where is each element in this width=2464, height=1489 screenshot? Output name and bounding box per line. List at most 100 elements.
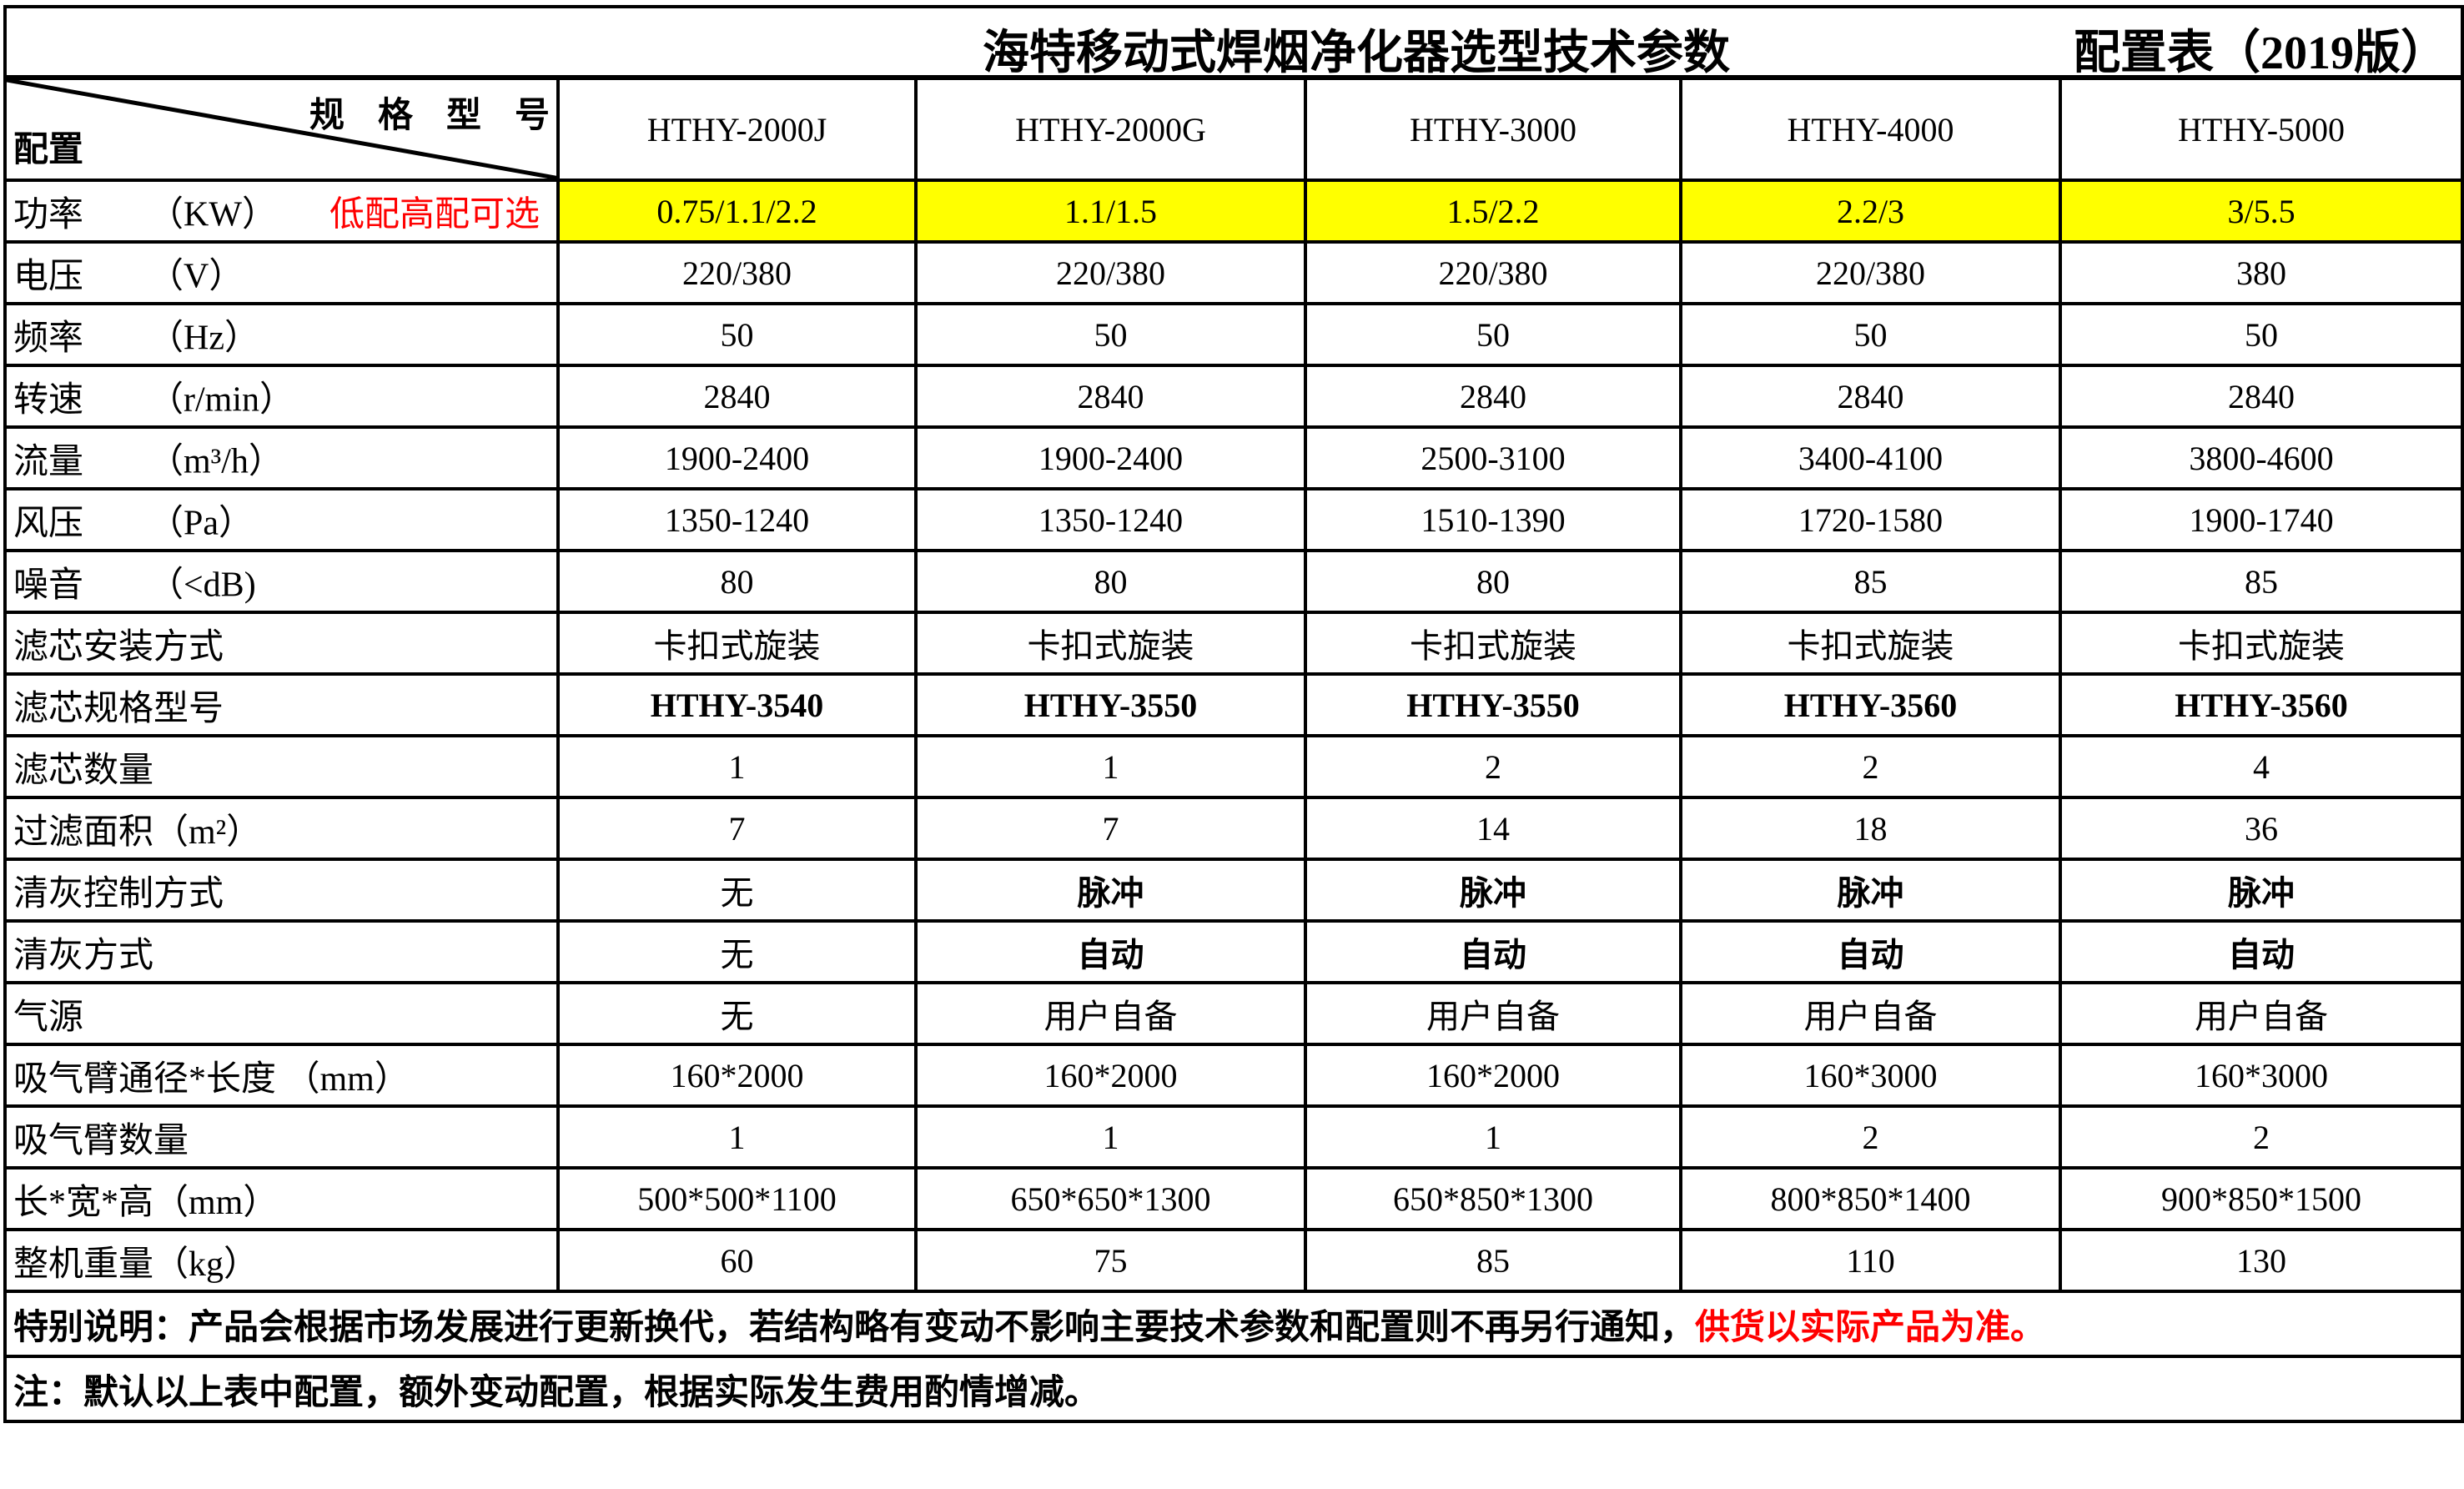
row-label: 电压 <box>13 257 84 296</box>
table-cell: 650*850*1300 <box>1304 1166 1682 1231</box>
table-cell: 650*650*1300 <box>914 1166 1307 1231</box>
table-cell: 用户自备 <box>1304 981 1682 1046</box>
table-cell: 1.5/2.2 <box>1304 179 1682 244</box>
table-cell: 160*3000 <box>2058 1043 2464 1108</box>
table-cell: 1 <box>556 734 918 799</box>
table-row: 清灰控制方式无脉冲 脉冲 脉冲 脉冲 <box>3 858 2464 923</box>
table-cell: 50 <box>556 302 918 367</box>
row-label-cell: 吸气臂通径*长度 （mm） <box>3 1043 560 1108</box>
model-header: HTHY-3000 <box>1304 76 1682 182</box>
table-row: 噪音 （<dB) 80 80 80 85 85 <box>3 549 2464 614</box>
table-cell: 自动 <box>914 919 1307 984</box>
row-label: 吸气臂数量 <box>13 1121 189 1160</box>
table-row: 滤芯规格型号 HTHY-3540 HTHY-3550 HTHY-3550 HTHY-35… <box>3 672 2464 737</box>
table-cell: 2 <box>1304 734 1682 799</box>
model-header: HTHY-2000G <box>914 76 1307 182</box>
table-cell: 1 <box>914 1104 1307 1170</box>
table-row: 整机重量（kg） 60 75 85 110 130 <box>3 1228 2464 1293</box>
table-cell: 脉冲 <box>1304 858 1682 923</box>
row-label: 频率 <box>13 319 84 358</box>
special-note: 特别说明：产品会根据市场发展进行更新换代，若结构略有变动不影响主要技术参数和配置… <box>13 1308 1696 1347</box>
row-label-cell: 电压 （V） <box>3 240 560 305</box>
row-label: 流量 <box>13 442 84 481</box>
row-label: 风压 <box>13 504 84 543</box>
table-cell: 卡扣式旋装 <box>2058 611 2464 676</box>
table-cell: 50 <box>1304 302 1682 367</box>
row-label-cell: 长*宽*高（mm） <box>3 1166 560 1231</box>
table-row: 功率 （KW） 低配高配可选 0.75/1.1/2.2 1.1/1.5 1.5/2.2 2.… <box>3 179 2464 244</box>
table-cell: 7 <box>556 796 918 861</box>
table-row: 气源无用户自备 用户自备 用户自备 用户自备 <box>3 981 2464 1046</box>
row-label-cell: 频率 （Hz） <box>3 302 560 367</box>
table-cell: 2 <box>1679 1104 2062 1170</box>
row-label: 吸气臂通径*长度 （mm） <box>13 1059 410 1099</box>
table-cell: 2840 <box>556 364 918 429</box>
row-label-cell: 滤芯安装方式 <box>3 611 560 676</box>
table-cell: 3/5.5 <box>2058 179 2464 244</box>
table-cell: 1900-2400 <box>914 425 1307 490</box>
table-cell: 用户自备 <box>2058 981 2464 1046</box>
table-cell: 无 <box>556 858 918 923</box>
diagonal-divider <box>8 81 555 177</box>
table-cell: 60 <box>556 1228 918 1293</box>
table-cell: 220/380 <box>914 240 1307 305</box>
row-unit: （Pa） <box>148 504 254 543</box>
row-label-cell: 功率 （KW） 低配高配可选 <box>3 179 560 244</box>
table-cell: 50 <box>2058 302 2464 367</box>
table-cell: 2840 <box>914 364 1307 429</box>
row-label-cell: 流量 （m³/h） <box>3 425 560 490</box>
row-label-cell: 整机重量（kg） <box>3 1228 560 1293</box>
table-cell: HTHY-3560 <box>2058 672 2464 737</box>
config-label: 配置 <box>13 131 84 169</box>
table-cell: 1510-1390 <box>1304 487 1682 552</box>
row-label-cell: 滤芯数量 <box>3 734 560 799</box>
table-cell: 1350-1240 <box>556 487 918 552</box>
table-cell: 80 <box>1304 549 1682 614</box>
row-unit: （r/min） <box>148 380 294 420</box>
row-label-cell: 噪音 （<dB) <box>3 549 560 614</box>
row-label: 滤芯安装方式 <box>13 627 224 667</box>
table-cell: 14 <box>1304 796 1682 861</box>
special-note-cell: 特别说明：产品会根据市场发展进行更新换代，若结构略有变动不影响主要技术参数和配置… <box>3 1290 2464 1358</box>
table-cell: 160*2000 <box>1304 1043 1682 1108</box>
table-cell: 220/380 <box>1304 240 1682 305</box>
row-label-cell: 清灰方式 <box>3 919 560 984</box>
table-cell: 3400-4100 <box>1679 425 2062 490</box>
table-cell: HTHY-3550 <box>914 672 1307 737</box>
table-row: 滤芯安装方式 卡扣式旋装 卡扣式旋装 卡扣式旋装 卡扣式旋装 卡扣式旋装 <box>3 611 2464 676</box>
table-cell: 500*500*1100 <box>556 1166 918 1231</box>
table-cell: 36 <box>2058 796 2464 861</box>
table-row: 频率 （Hz） 50 50 50 50 50 <box>3 302 2464 367</box>
table-cell: 2 <box>2058 1104 2464 1170</box>
table-cell: HTHY-3540 <box>556 672 918 737</box>
table-cell: 2 <box>1679 734 2062 799</box>
table-cell: 50 <box>914 302 1307 367</box>
table-cell: 卡扣式旋装 <box>1679 611 2062 676</box>
table-cell: 1 <box>556 1104 918 1170</box>
row-label: 清灰方式 <box>13 936 154 975</box>
special-note-red: 供货以实际产品为准。 <box>1695 1308 2046 1347</box>
table-cell: 1350-1240 <box>914 487 1307 552</box>
page-subtitle: 配置表（2019版） <box>2074 28 2447 78</box>
row-label-cell: 清灰控制方式 <box>3 858 560 923</box>
row-unit: （V） <box>148 257 244 296</box>
table-cell: 50 <box>1679 302 2062 367</box>
table-cell: 2840 <box>1679 364 2062 429</box>
table-cell: 4 <box>2058 734 2464 799</box>
row-unit: （KW） <box>148 195 277 234</box>
table-cell: 2.2/3 <box>1679 179 2062 244</box>
table-cell: 220/380 <box>1679 240 2062 305</box>
table-cell: 用户自备 <box>914 981 1307 1046</box>
table-cell: 110 <box>1679 1228 2062 1293</box>
table-cell: 18 <box>1679 796 2062 861</box>
row-label-cell: 过滤面积（m²） <box>3 796 560 861</box>
table-cell: 75 <box>914 1228 1307 1293</box>
model-header: HTHY-4000 <box>1679 76 2062 182</box>
row-label: 过滤面积（m²） <box>13 812 262 852</box>
table-cell: 2840 <box>1304 364 1682 429</box>
row-label-cell: 风压 （Pa） <box>3 487 560 552</box>
table-cell: 无 <box>556 919 918 984</box>
table-cell: 160*2000 <box>914 1043 1307 1108</box>
row-unit: （Hz） <box>148 319 259 358</box>
table-cell: 900*850*1500 <box>2058 1166 2464 1231</box>
